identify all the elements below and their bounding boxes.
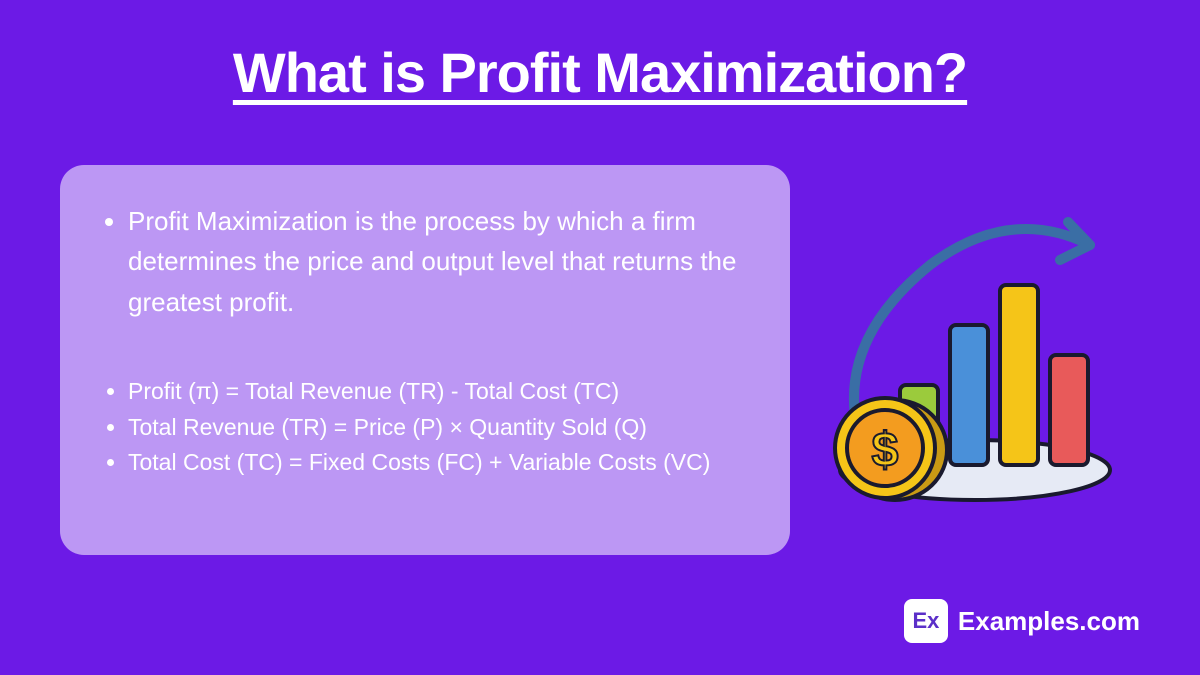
formula-item: Profit (π) = Total Revenue (TR) - Total … <box>128 374 758 410</box>
chart-bar <box>950 325 988 465</box>
formula-list: Profit (π) = Total Revenue (TR) - Total … <box>100 374 758 481</box>
definition-card: Profit Maximization is the process by wh… <box>60 165 790 555</box>
bar-chart-illustration: $ <box>810 210 1140 530</box>
formula-item: Total Revenue (TR) = Price (P) × Quantit… <box>128 410 758 446</box>
chart-icon: $ <box>810 210 1140 530</box>
chart-bar <box>1000 285 1038 465</box>
definition-list: Profit Maximization is the process by wh… <box>100 201 758 322</box>
formula-item: Total Cost (TC) = Fixed Costs (FC) + Var… <box>128 445 758 481</box>
footer-logo: Ex Examples.com <box>904 599 1140 643</box>
logo-text: Examples.com <box>958 606 1140 637</box>
chart-bar <box>1050 355 1088 465</box>
coin-icon: $ <box>835 398 947 500</box>
page-title: What is Profit Maximization? <box>0 0 1200 105</box>
dollar-icon: $ <box>872 424 899 477</box>
definition-item: Profit Maximization is the process by wh… <box>128 201 758 322</box>
logo-badge: Ex <box>904 599 948 643</box>
